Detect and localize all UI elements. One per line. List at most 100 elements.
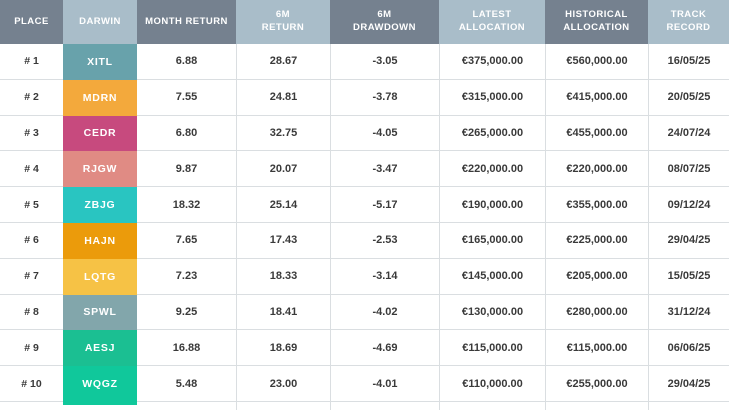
month-return-cell: 16.88 xyxy=(137,330,236,367)
month-return-cell: 18.32 xyxy=(137,187,236,223)
darwin-badge[interactable]: MDRN xyxy=(63,79,137,116)
table-row: # 10 WQGZ 5.48 23.00 -4.01 €110,000.00 €255,00… xyxy=(0,366,729,402)
six-month-drawdown-cell: -4.05 xyxy=(330,115,439,152)
darwin-badge[interactable]: WQGZ xyxy=(63,366,137,402)
historical-allocation-cell: €255,000.00 xyxy=(545,366,648,402)
six-month-return-cell: 32.75 xyxy=(236,115,330,152)
six-month-return-cell: 18.41 xyxy=(236,294,330,331)
darwin-badge[interactable]: LQTG xyxy=(63,258,137,295)
historical-allocation-cell: €355,000.00 xyxy=(545,187,648,223)
darwin-badge xyxy=(63,401,137,410)
six-month-return-cell: 28.67 xyxy=(236,44,330,80)
historical-allocation-cell: €115,000.00 xyxy=(545,330,648,367)
table-row: # 7 LQTG 7.23 18.33 -3.14 €145,000.00 €205,000… xyxy=(0,258,729,295)
month-return-cell: 9.25 xyxy=(137,294,236,331)
table-row: # 4 RJGW 9.87 20.07 -3.47 €220,000.00 €220,000… xyxy=(0,151,729,188)
six-month-return-cell: 20.07 xyxy=(236,151,330,188)
month-return-cell xyxy=(137,401,236,410)
track-record-cell xyxy=(648,401,729,410)
place-cell: # 2 xyxy=(0,79,63,116)
place-cell: # 10 xyxy=(0,366,63,402)
month-return-cell: 6.80 xyxy=(137,115,236,152)
column-header-label: DARWIN xyxy=(79,15,121,27)
historical-allocation-cell: €280,000.00 xyxy=(545,294,648,331)
latest-allocation-cell: €220,000.00 xyxy=(439,151,545,188)
historical-allocation-cell xyxy=(545,401,648,410)
table-row: # 2 MDRN 7.55 24.81 -3.78 €315,000.00 €415,000… xyxy=(0,79,729,116)
darwin-badge[interactable]: AESJ xyxy=(63,330,137,367)
column-header-month-return: MONTH RETURN xyxy=(137,0,236,44)
track-record-cell: 29/04/25 xyxy=(648,222,729,259)
six-month-return-cell: 17.43 xyxy=(236,222,330,259)
track-record-cell: 08/07/25 xyxy=(648,151,729,188)
six-month-drawdown-cell: -5.17 xyxy=(330,187,439,223)
partial-next-row xyxy=(0,401,729,410)
place-cell: # 4 xyxy=(0,151,63,188)
historical-allocation-cell: €560,000.00 xyxy=(545,44,648,80)
table-row: # 8 SPWL 9.25 18.41 -4.02 €130,000.00 €280,000… xyxy=(0,294,729,331)
track-record-cell: 24/07/24 xyxy=(648,115,729,152)
track-record-cell: 29/04/25 xyxy=(648,366,729,402)
place-cell: # 3 xyxy=(0,115,63,152)
place-cell: # 5 xyxy=(0,187,63,223)
table-body: # 1 XITL 6.88 28.67 -3.05 €375,000.00 €560,000… xyxy=(0,44,729,402)
darwin-badge[interactable]: XITL xyxy=(63,44,137,80)
column-header-label: 6M RETURN xyxy=(261,9,305,33)
place-cell: # 9 xyxy=(0,330,63,367)
darwin-badge[interactable]: CEDR xyxy=(63,115,137,152)
track-record-cell: 31/12/24 xyxy=(648,294,729,331)
month-return-cell: 5.48 xyxy=(137,366,236,402)
six-month-drawdown-cell: -3.14 xyxy=(330,258,439,295)
six-month-drawdown-cell: -4.01 xyxy=(330,366,439,402)
six-month-drawdown-cell: -3.78 xyxy=(330,79,439,116)
latest-allocation-cell: €130,000.00 xyxy=(439,294,545,331)
month-return-cell: 6.88 xyxy=(137,44,236,80)
six-month-drawdown-cell: -4.69 xyxy=(330,330,439,367)
track-record-cell: 09/12/24 xyxy=(648,187,729,223)
column-header-historical-allocation: HISTORICAL ALLOCATION xyxy=(545,0,648,44)
column-header-6m-return: 6M RETURN xyxy=(236,0,330,44)
latest-allocation-cell: €315,000.00 xyxy=(439,79,545,116)
darwin-badge[interactable]: SPWL xyxy=(63,294,137,331)
six-month-drawdown-cell: -4.02 xyxy=(330,294,439,331)
six-month-return-cell: 18.33 xyxy=(236,258,330,295)
track-record-cell: 20/05/25 xyxy=(648,79,729,116)
month-return-cell: 9.87 xyxy=(137,151,236,188)
place-cell: # 7 xyxy=(0,258,63,295)
latest-allocation-cell: €115,000.00 xyxy=(439,330,545,367)
six-month-drawdown-cell xyxy=(330,401,439,410)
darwin-badge[interactable]: RJGW xyxy=(63,151,137,188)
column-header-latest-allocation: LATEST ALLOCATION xyxy=(439,0,545,44)
column-header-label: LATEST ALLOCATION xyxy=(458,9,526,33)
historical-allocation-cell: €225,000.00 xyxy=(545,222,648,259)
six-month-return-cell: 18.69 xyxy=(236,330,330,367)
column-header-label: PLACE xyxy=(14,15,49,27)
historical-allocation-cell: €455,000.00 xyxy=(545,115,648,152)
column-header-6m-drawdown: 6M DRAWDOWN xyxy=(330,0,439,44)
six-month-return-cell: 24.81 xyxy=(236,79,330,116)
month-return-cell: 7.23 xyxy=(137,258,236,295)
track-record-cell: 06/06/25 xyxy=(648,330,729,367)
latest-allocation-cell xyxy=(439,401,545,410)
latest-allocation-cell: €265,000.00 xyxy=(439,115,545,152)
six-month-return-cell: 25.14 xyxy=(236,187,330,223)
place-cell: # 8 xyxy=(0,294,63,331)
column-header-label: HISTORICAL ALLOCATION xyxy=(563,9,630,33)
place-cell xyxy=(0,401,63,410)
six-month-drawdown-cell: -3.47 xyxy=(330,151,439,188)
column-header-label: MONTH RETURN xyxy=(145,15,228,27)
table-row: # 9 AESJ 16.88 18.69 -4.69 €115,000.00 €115,00… xyxy=(0,330,729,367)
latest-allocation-cell: €375,000.00 xyxy=(439,44,545,80)
latest-allocation-cell: €110,000.00 xyxy=(439,366,545,402)
place-cell: # 1 xyxy=(0,44,63,80)
darwin-badge[interactable]: HAJN xyxy=(63,222,137,259)
six-month-drawdown-cell: -3.05 xyxy=(330,44,439,80)
table-row: # 5 ZBJG 18.32 25.14 -5.17 €190,000.00 €355,00… xyxy=(0,187,729,223)
table-header: PLACE DARWIN MONTH RETURN 6M RETURN 6M DRAWD… xyxy=(0,0,729,44)
historical-allocation-cell: €220,000.00 xyxy=(545,151,648,188)
track-record-cell: 15/05/25 xyxy=(648,258,729,295)
darwin-badge[interactable]: ZBJG xyxy=(63,187,137,223)
track-record-cell: 16/05/25 xyxy=(648,44,729,80)
six-month-return-cell: 23.00 xyxy=(236,366,330,402)
